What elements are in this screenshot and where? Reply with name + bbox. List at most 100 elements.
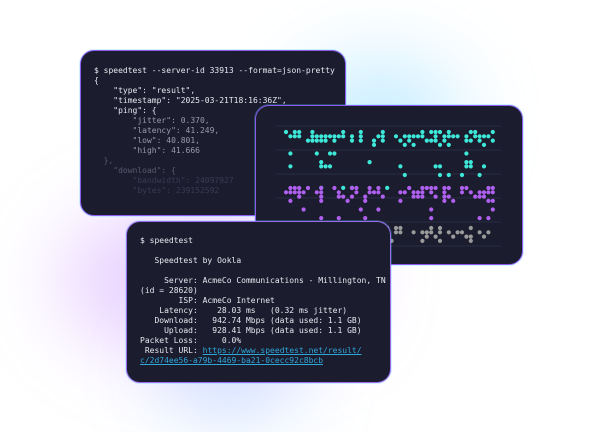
chart-dot — [486, 198, 491, 203]
cli-latency: Latency: 28.03 ms (0.32 ms jitter) — [140, 306, 348, 315]
chart-dot — [468, 190, 473, 195]
chart-dot — [314, 134, 319, 139]
chart-dot — [446, 172, 451, 178]
chart-dot — [486, 230, 491, 235]
chart-dot — [327, 151, 333, 156]
chart-dot — [429, 230, 434, 235]
chart-dot — [341, 134, 346, 139]
chart-dot — [363, 194, 368, 199]
chart-dot — [455, 230, 460, 235]
result-url-link[interactable]: https://www.speedtest.net/result/ — [202, 346, 362, 355]
chart-dot — [464, 138, 469, 143]
chart-dot — [490, 129, 495, 135]
chart-dot — [490, 198, 495, 203]
chart-dot — [376, 207, 381, 212]
chart-dot — [437, 238, 443, 243]
chart-dot — [486, 190, 491, 195]
chart-dot — [481, 164, 487, 169]
chart-dot — [420, 194, 425, 199]
chart-dot — [459, 230, 465, 235]
chart-dot — [292, 190, 297, 195]
chart-dot — [380, 138, 385, 143]
chart-dot — [332, 151, 337, 156]
chart-dot — [297, 185, 302, 191]
chart-dot — [481, 234, 487, 239]
chart-dot — [442, 190, 447, 195]
chart-dot — [358, 207, 363, 212]
chart-dot — [358, 134, 363, 139]
chart-dot — [310, 134, 315, 139]
chart-dot — [429, 129, 434, 135]
chart-dot — [398, 230, 403, 235]
chart-dot — [319, 194, 324, 199]
chart-dot — [473, 194, 478, 199]
chart-dot — [446, 129, 451, 135]
chart-dot — [433, 164, 438, 169]
chart-dot — [398, 225, 403, 231]
chart-dot — [437, 164, 443, 169]
cli-command: $ speedtest — [140, 236, 193, 245]
chart-dot — [301, 190, 306, 195]
chart-dot — [283, 129, 289, 135]
chart-dot — [420, 134, 425, 139]
chart-dot — [310, 138, 315, 143]
chart-dot — [323, 134, 328, 139]
chart-dot — [464, 134, 469, 139]
chart-dot — [451, 234, 456, 239]
chart-dot — [424, 138, 429, 143]
chart-dot — [371, 138, 377, 143]
chart-dot — [358, 129, 363, 135]
chart-dot — [455, 134, 460, 139]
chart-dot — [319, 198, 324, 203]
chart-dot — [297, 134, 302, 139]
chart-dot — [380, 194, 385, 199]
chart-dot — [327, 134, 333, 139]
json-line: "timestamp": "2025-03-21T18:16:36Z", — [94, 96, 287, 105]
chart-dot — [437, 142, 443, 147]
chart-dot — [349, 134, 355, 139]
chart-dot — [464, 234, 469, 239]
chart-dot — [354, 190, 359, 195]
chart-dot — [393, 225, 399, 231]
chart-dot — [288, 164, 293, 169]
cli-header: Speedtest by Ookla — [140, 256, 242, 265]
chart-dot — [477, 230, 482, 235]
chart-dot — [433, 138, 438, 143]
chart-dot — [407, 134, 412, 139]
cli-server-id: (id = 28620) — [140, 286, 198, 295]
chart-dot — [490, 185, 495, 191]
chart-dot — [468, 238, 473, 243]
chart-dot — [486, 134, 491, 139]
cli-upload: Upload: 928.41 Mbps (data used: 1.1 GB) — [140, 326, 362, 335]
json-command: $ speedtest --server-id 33913 --format=j… — [94, 66, 335, 75]
json-line: "jitter": 0.370, — [94, 116, 210, 125]
cli-server: Server: AcmeCo Communications - Millingt… — [140, 276, 386, 285]
chart-dot — [319, 138, 324, 143]
chart-dot — [319, 160, 324, 165]
chart-dot — [314, 138, 319, 143]
chart-dot — [451, 198, 456, 203]
chart-dot — [459, 172, 465, 178]
chart-dot — [429, 138, 434, 143]
json-line: "latency": 41.249, — [94, 126, 220, 135]
chart-dot — [490, 207, 495, 212]
chart-dot — [336, 194, 341, 199]
chart-dot — [327, 164, 333, 169]
chart-dot — [314, 190, 319, 195]
chart-dot — [363, 216, 368, 221]
json-line: "low": 40.801, — [94, 136, 200, 145]
result-url-link-cont[interactable]: c/2d74ee56-a79b-4469-ba21-0cecc92c8bcb — [140, 356, 324, 365]
chart-dot — [349, 185, 355, 191]
chart-dot — [451, 134, 456, 139]
chart-dot — [420, 238, 425, 243]
chart-dot — [468, 160, 473, 165]
chart-dot — [319, 134, 324, 139]
chart-dot — [297, 129, 302, 135]
chart-dot — [459, 185, 465, 191]
chart-dot — [424, 234, 429, 239]
chart-dot — [429, 190, 434, 195]
chart-dot — [380, 129, 385, 135]
chart-dot — [437, 172, 443, 178]
chart-dot — [332, 134, 337, 139]
chart-dot — [305, 138, 311, 143]
